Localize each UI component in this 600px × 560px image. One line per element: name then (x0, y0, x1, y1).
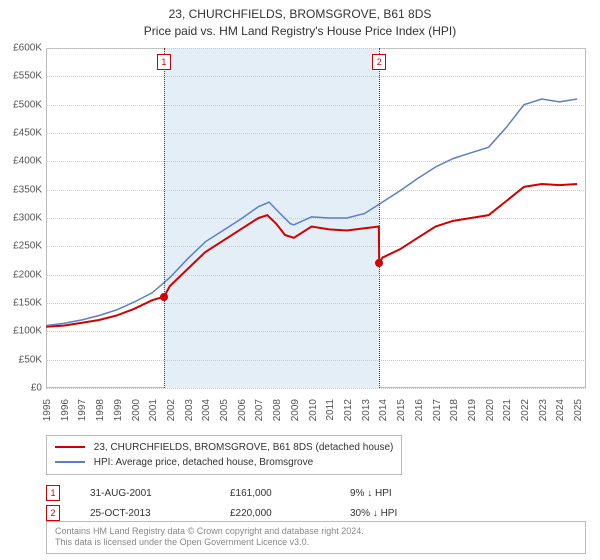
series-hpi (46, 99, 577, 326)
x-axis-label: 2025 (573, 399, 584, 421)
x-axis-label: 2009 (290, 399, 301, 421)
footer-line: Contains HM Land Registry data © Crown c… (55, 526, 577, 538)
x-axis-label: 2024 (555, 399, 566, 421)
x-axis-label: 2023 (538, 399, 549, 421)
x-axis-label: 2015 (396, 399, 407, 421)
legend-label-property: 23, CHURCHFIELDS, BROMSGROVE, B61 8DS (d… (94, 442, 394, 453)
sale-marker-box: 2 (372, 54, 386, 70)
sale-dot (375, 259, 383, 267)
x-axis-label: 2013 (361, 399, 372, 421)
x-axis-label: 2022 (520, 399, 531, 421)
x-axis-label: 2003 (184, 399, 195, 421)
footer-line: This data is licensed under the Open Gov… (55, 537, 577, 549)
chart-subtitle: Price paid vs. HM Land Registry's House … (0, 23, 600, 40)
x-axis-label: 1999 (113, 399, 124, 421)
x-axis-label: 2012 (343, 399, 354, 421)
sale-row-marker: 2 (46, 505, 60, 521)
sale-date: 25-OCT-2013 (90, 508, 200, 519)
sale-marker-line (379, 48, 380, 388)
sale-delta: 9% ↓ HPI (350, 488, 392, 499)
y-axis-label: £0 (31, 383, 42, 394)
x-axis-label: 2014 (378, 399, 389, 421)
x-axis-label: 1995 (42, 399, 53, 421)
x-axis-label: 2018 (449, 399, 460, 421)
x-axis-label: 2000 (131, 399, 142, 421)
x-axis-label: 2017 (432, 399, 443, 421)
x-axis-label: 1998 (95, 399, 106, 421)
x-axis-label: 1996 (60, 399, 71, 421)
x-axis-label: 2011 (325, 399, 336, 421)
x-axis-label: 2008 (272, 399, 283, 421)
y-axis-label: £500K (13, 99, 42, 110)
sale-price: £161,000 (230, 488, 320, 499)
y-axis-label: £150K (13, 298, 42, 309)
footer-attribution: Contains HM Land Registry data © Crown c… (46, 521, 586, 554)
x-axis-label: 2010 (308, 399, 319, 421)
y-axis-label: £400K (13, 156, 42, 167)
x-axis-label: 2021 (502, 399, 513, 421)
x-axis-label: 2005 (219, 399, 230, 421)
sale-marker-line (164, 48, 165, 388)
legend-box: 23, CHURCHFIELDS, BROMSGROVE, B61 8DS (d… (46, 435, 402, 475)
x-axis-label: 2006 (237, 399, 248, 421)
y-axis-label: £200K (13, 269, 42, 280)
x-axis-label: 2002 (166, 399, 177, 421)
legend-label-hpi: HPI: Average price, detached house, Brom… (94, 457, 313, 468)
x-axis-label: 2020 (485, 399, 496, 421)
legend-row: 23, CHURCHFIELDS, BROMSGROVE, B61 8DS (d… (55, 440, 393, 455)
y-axis-label: £50K (19, 354, 42, 365)
sale-price: £220,000 (230, 508, 320, 519)
sale-dot (160, 293, 168, 301)
y-axis-label: £250K (13, 241, 42, 252)
sale-row-marker: 1 (46, 485, 60, 501)
x-axis-label: 1997 (77, 399, 88, 421)
legend-row: HPI: Average price, detached house, Brom… (55, 455, 393, 470)
y-axis-label: £100K (13, 326, 42, 337)
y-axis-label: £600K (13, 43, 42, 54)
x-axis-label: 2016 (414, 399, 425, 421)
y-axis-label: £550K (13, 71, 42, 82)
y-axis-label: £350K (13, 184, 42, 195)
legend-swatch-property (55, 446, 85, 448)
y-axis-label: £300K (13, 213, 42, 224)
title-block: 23, CHURCHFIELDS, BROMSGROVE, B61 8DS Pr… (0, 0, 600, 40)
x-axis-label: 2007 (254, 399, 265, 421)
sale-date: 31-AUG-2001 (90, 488, 200, 499)
legend-swatch-hpi (55, 461, 85, 463)
chart-container: 23, CHURCHFIELDS, BROMSGROVE, B61 8DS Pr… (0, 0, 600, 560)
sale-delta: 30% ↓ HPI (350, 508, 397, 519)
series-lines (46, 48, 586, 388)
sale-marker-box: 1 (157, 54, 171, 70)
x-axis-label: 2004 (201, 399, 212, 421)
x-axis-label: 2001 (148, 399, 159, 421)
grid-line (46, 388, 586, 389)
x-axis-label: 2019 (467, 399, 478, 421)
y-axis-label: £450K (13, 128, 42, 139)
chart-area: £0£50K£100K£150K£200K£250K£300K£350K£400… (46, 48, 586, 388)
sales-table: 1 31-AUG-2001 £161,000 9% ↓ HPI 2 25-OCT-2013… (46, 483, 586, 523)
chart-title: 23, CHURCHFIELDS, BROMSGROVE, B61 8DS (0, 6, 600, 23)
sale-row: 1 31-AUG-2001 £161,000 9% ↓ HPI (46, 483, 586, 503)
legend-block: 23, CHURCHFIELDS, BROMSGROVE, B61 8DS (d… (46, 435, 586, 523)
